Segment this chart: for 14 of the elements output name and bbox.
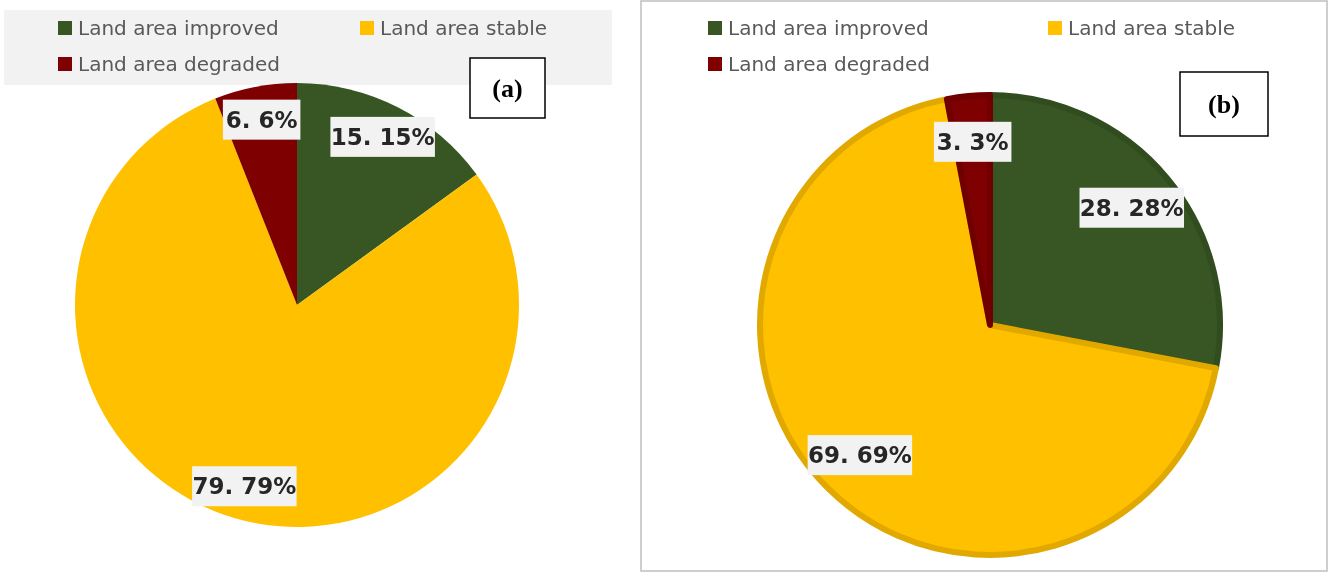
data-label: 69. 69% xyxy=(807,442,912,469)
data-label: 15. 15% xyxy=(330,123,435,150)
text: (b) xyxy=(1208,89,1240,119)
data-label: 6. 6% xyxy=(225,106,298,133)
legend-label: Land area improved xyxy=(78,16,279,40)
legend-label: Land area stable xyxy=(380,16,548,40)
legend-label: Land area degraded xyxy=(78,52,280,76)
legend-label: Land area degraded xyxy=(728,52,930,76)
legend-label: Land area improved xyxy=(728,16,929,40)
data-label: 3. 3% xyxy=(936,128,1009,155)
text: (a) xyxy=(492,73,523,103)
data-label: 28. 28% xyxy=(1079,194,1184,221)
legend-label: Land area stable xyxy=(1068,16,1236,40)
data-label: 79. 79% xyxy=(192,473,297,500)
